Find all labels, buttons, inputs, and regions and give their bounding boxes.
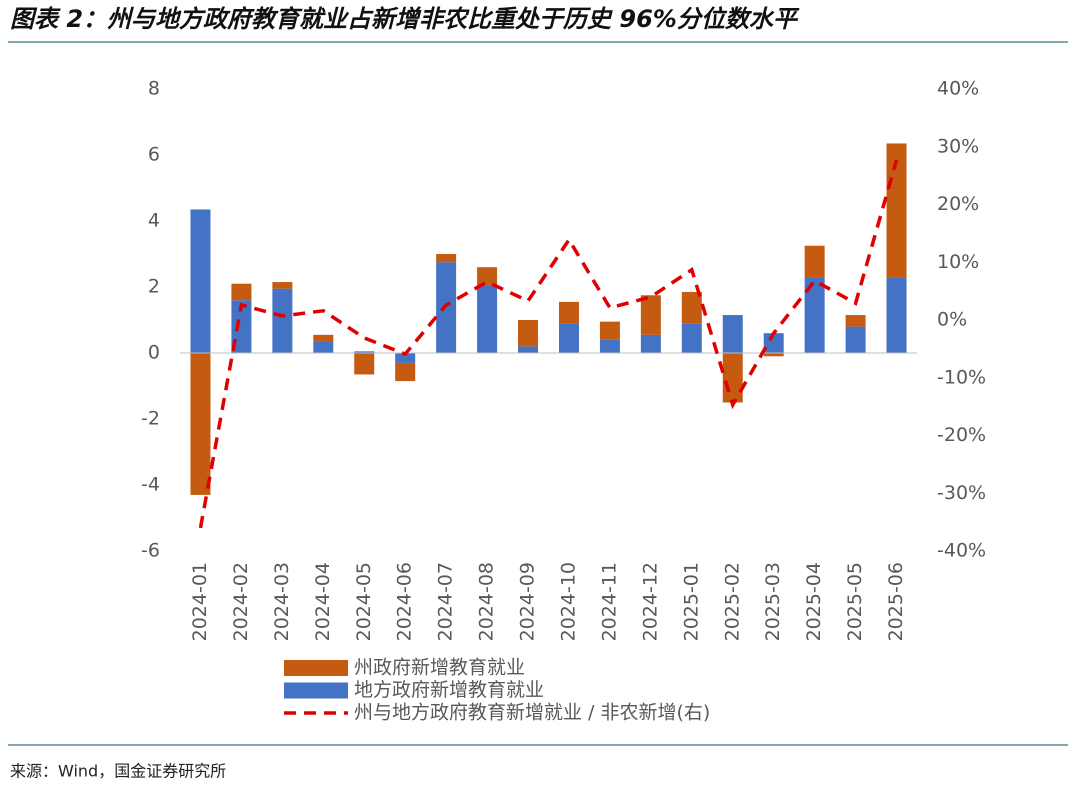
bar: [477, 285, 498, 353]
y2-tick-label: 0%: [937, 309, 967, 331]
bar: [558, 323, 579, 353]
bar: [477, 267, 498, 286]
y-tick-label: -2: [141, 408, 160, 430]
bar: [763, 353, 784, 357]
bar: [886, 143, 907, 278]
bar: [722, 315, 743, 353]
y-tick-label: -4: [141, 474, 160, 496]
y2-tick-label: -20%: [937, 424, 986, 446]
line-series: [198, 159, 899, 529]
bar: [231, 283, 252, 301]
y2-tick-label: -30%: [937, 482, 986, 504]
x-tick-label: 2024-11: [598, 562, 620, 641]
bar: [845, 326, 866, 353]
bar: [272, 288, 293, 353]
x-tick-label: 2024-06: [394, 562, 416, 641]
bar: [313, 334, 334, 342]
legend-label: 州政府新增教育就业: [354, 657, 525, 679]
y-tick-label: 2: [148, 276, 160, 298]
source: 来源：Wind，国金证券研究所: [10, 762, 226, 781]
bar: [804, 245, 825, 278]
y-tick-label: 0: [148, 342, 160, 364]
y2-tick-label: 20%: [937, 193, 979, 215]
legend-label: 州与地方政府教育新增就业 / 非农新增(右): [354, 702, 710, 724]
x-tick-label: 2025-04: [803, 562, 825, 641]
x-tick-label: 2024-08: [476, 562, 498, 641]
x-tick-label: 2025-01: [680, 562, 702, 641]
bar: [599, 339, 620, 353]
x-tick-label: 2025-05: [844, 562, 866, 641]
bar: [886, 277, 907, 353]
bar: [640, 334, 661, 353]
x-tick-label: 2025-06: [885, 562, 907, 641]
x-tick-label: 2024-02: [230, 562, 252, 641]
bar: [558, 301, 579, 324]
legend-swatch: [284, 682, 348, 699]
bar: [436, 254, 457, 263]
y2-tick-label: 10%: [937, 251, 979, 273]
x-tick-label: 2024-04: [312, 562, 334, 641]
y-tick-label: 4: [148, 210, 160, 232]
bar: [845, 315, 866, 327]
bar: [190, 209, 211, 353]
bar: [354, 353, 375, 375]
x-tick-label: 2024-09: [517, 562, 539, 641]
bar: [395, 353, 416, 363]
bar: [354, 351, 375, 353]
bar: [599, 321, 620, 340]
bar: [518, 346, 539, 353]
x-tick-label: 2024-07: [435, 562, 457, 641]
y-tick-label: -6: [141, 540, 160, 562]
chart-title: 图表 2：州与地方政府教育就业占新增非农比重处于历史 96%分位数水平: [10, 5, 800, 33]
y2-tick-label: -40%: [937, 540, 986, 562]
y2-tick-label: 40%: [937, 78, 979, 100]
bar: [518, 320, 539, 347]
x-tick-label: 2024-03: [271, 562, 293, 641]
x-tick-label: 2024-01: [189, 562, 211, 641]
bar: [681, 291, 702, 324]
y2-tick-label: 30%: [937, 135, 979, 157]
x-tick-label: 2025-03: [762, 562, 784, 641]
bar: [804, 277, 825, 353]
y-tick-label: 8: [148, 78, 160, 100]
bar: [190, 353, 211, 495]
bar: [272, 282, 293, 289]
bar: [313, 341, 334, 353]
x-tick-label: 2025-02: [721, 562, 743, 641]
bar: [640, 295, 661, 335]
legend-label: 地方政府新增教育就业: [354, 679, 544, 701]
bar: [722, 353, 743, 403]
x-tick-label: 2024-12: [639, 562, 661, 641]
bar: [763, 333, 784, 353]
y2-tick-label: -10%: [937, 366, 986, 388]
bar: [395, 362, 416, 382]
bar: [681, 323, 702, 353]
legend-swatch: [284, 660, 348, 676]
x-tick-label: 2024-05: [353, 562, 375, 641]
y-tick-label: 6: [148, 144, 160, 166]
x-tick-label: 2024-10: [557, 562, 579, 641]
